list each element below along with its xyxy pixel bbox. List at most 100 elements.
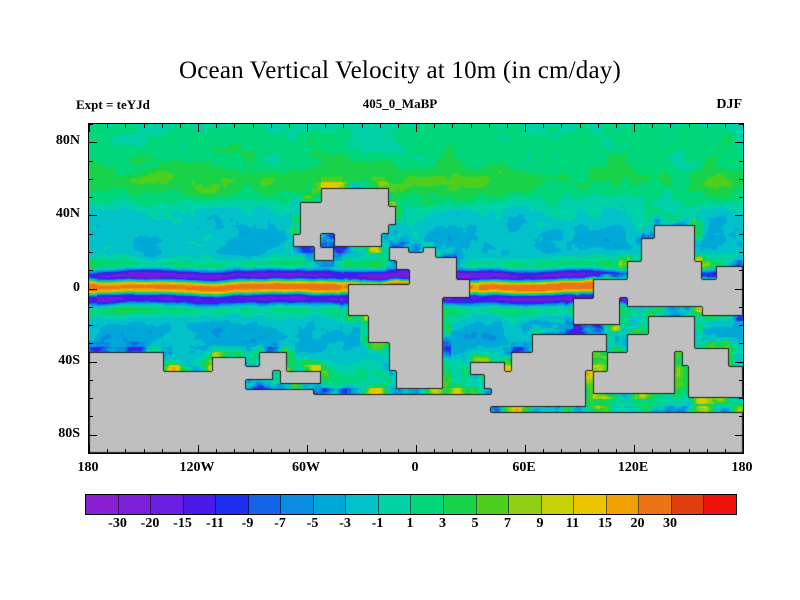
- axis-tick: [288, 124, 290, 128]
- axis-tick: [179, 449, 181, 453]
- axis-tick: [89, 270, 93, 272]
- axis-tick: [361, 449, 363, 453]
- axis-tick: [252, 124, 254, 128]
- y-axis-label: 40N: [55, 206, 80, 222]
- axis-tick: [198, 445, 199, 453]
- axis-tick: [739, 453, 744, 454]
- colorbar-tick-label: 5: [471, 516, 479, 531]
- axis-tick: [343, 449, 345, 453]
- axis-tick: [107, 449, 109, 453]
- colorbar-cell: [639, 495, 672, 514]
- map-plot-area: [88, 123, 744, 454]
- axis-tick: [739, 178, 743, 180]
- axis-tick: [724, 124, 726, 128]
- axis-tick: [288, 449, 290, 453]
- page-title: Ocean Vertical Velocity at 10m (in cm/da…: [178, 57, 622, 84]
- axis-tick: [89, 215, 97, 217]
- colorbar-cell: [118, 495, 152, 514]
- experiment-label: Expt = teYJd: [76, 97, 150, 112]
- axis-tick: [735, 142, 743, 144]
- axis-tick: [270, 124, 272, 128]
- axis-tick: [688, 449, 690, 453]
- axis-tick: [89, 398, 93, 400]
- colorbar-cell: [509, 495, 542, 514]
- axis-tick: [361, 124, 363, 128]
- axis-tick: [670, 449, 672, 453]
- colorbar-cell: [476, 495, 510, 514]
- axis-tick: [270, 449, 272, 453]
- axis-tick: [89, 379, 93, 381]
- axis-tick: [89, 178, 93, 180]
- axis-tick: [561, 449, 563, 453]
- axis-tick: [416, 445, 417, 453]
- colorbar-cell: [183, 495, 217, 514]
- axis-tick: [397, 124, 399, 128]
- axis-tick: [89, 434, 97, 436]
- y-axis-label: 40S: [58, 352, 80, 368]
- axis-tick: [89, 361, 97, 363]
- axis-tick: [216, 449, 218, 453]
- y-axis-label: 80S: [58, 425, 80, 441]
- axis-tick: [706, 449, 708, 453]
- axis-tick: [506, 124, 508, 128]
- axis-tick: [739, 325, 743, 327]
- season-label: DJF: [716, 97, 742, 112]
- axis-tick: [89, 233, 93, 235]
- axis-tick: [488, 449, 490, 453]
- axis-tick: [488, 124, 490, 128]
- axis-tick: [179, 124, 181, 128]
- axis-tick: [470, 449, 472, 453]
- colorbar-tick-label: 11: [565, 516, 580, 531]
- axis-tick: [89, 288, 97, 290]
- axis-tick: [89, 306, 93, 308]
- axis-tick: [739, 306, 743, 308]
- axis-tick: [743, 123, 744, 132]
- colorbar-cell: [671, 495, 705, 514]
- axis-tick: [161, 124, 163, 128]
- axis-tick: [525, 445, 526, 453]
- axis-tick: [89, 124, 90, 132]
- axis-tick: [735, 288, 743, 290]
- axis-tick: [379, 449, 381, 453]
- colorbar-tick-labels: -30 -20 -15 -11 -9 -7 -5 -3 -1 1 3 5 7 9 11 15 20 30: [85, 516, 735, 538]
- x-axis-label: 180: [77, 460, 99, 475]
- colorbar-tick-label: -11: [206, 516, 224, 531]
- axis-tick: [343, 124, 345, 128]
- axis-tick: [452, 449, 454, 453]
- axis-tick: [634, 124, 635, 132]
- colorbar-tick-label: -15: [173, 516, 192, 531]
- axis-tick: [234, 124, 236, 128]
- x-axis-label: 60E: [512, 460, 536, 475]
- axis-tick: [125, 449, 127, 453]
- axis-tick: [739, 416, 743, 418]
- axis-tick: [561, 124, 563, 128]
- axis-tick: [706, 124, 708, 128]
- axis-tick: [416, 124, 417, 132]
- axis-tick: [579, 124, 581, 128]
- x-axis-label: 120E: [617, 460, 649, 475]
- colorbar-tick-label: 9: [536, 516, 544, 531]
- axis-tick: [89, 445, 90, 453]
- axis-tick: [307, 124, 308, 132]
- axis-tick: [452, 124, 454, 128]
- axis-tick: [543, 449, 545, 453]
- axis-tick: [143, 124, 145, 128]
- x-axis-label: 0: [411, 460, 419, 475]
- axis-tick: [743, 445, 744, 454]
- axis-tick: [89, 142, 97, 144]
- axis-tick: [325, 124, 327, 128]
- axis-tick: [89, 160, 93, 162]
- colorbar-cell: [248, 495, 282, 514]
- colorbar-tick-label: -20: [140, 516, 160, 531]
- axis-tick: [739, 124, 743, 125]
- axis-tick: [307, 445, 308, 453]
- axis-tick: [634, 445, 635, 453]
- colorbar-tick-label: 20: [630, 516, 645, 531]
- colorbar-cell: [313, 495, 347, 514]
- axis-tick: [735, 361, 743, 363]
- colorbar-tick-label: -30: [108, 516, 127, 531]
- axis-tick: [89, 416, 93, 418]
- axis-tick: [670, 124, 672, 128]
- figure-subtitle: 405_0_MaBP: [362, 96, 438, 111]
